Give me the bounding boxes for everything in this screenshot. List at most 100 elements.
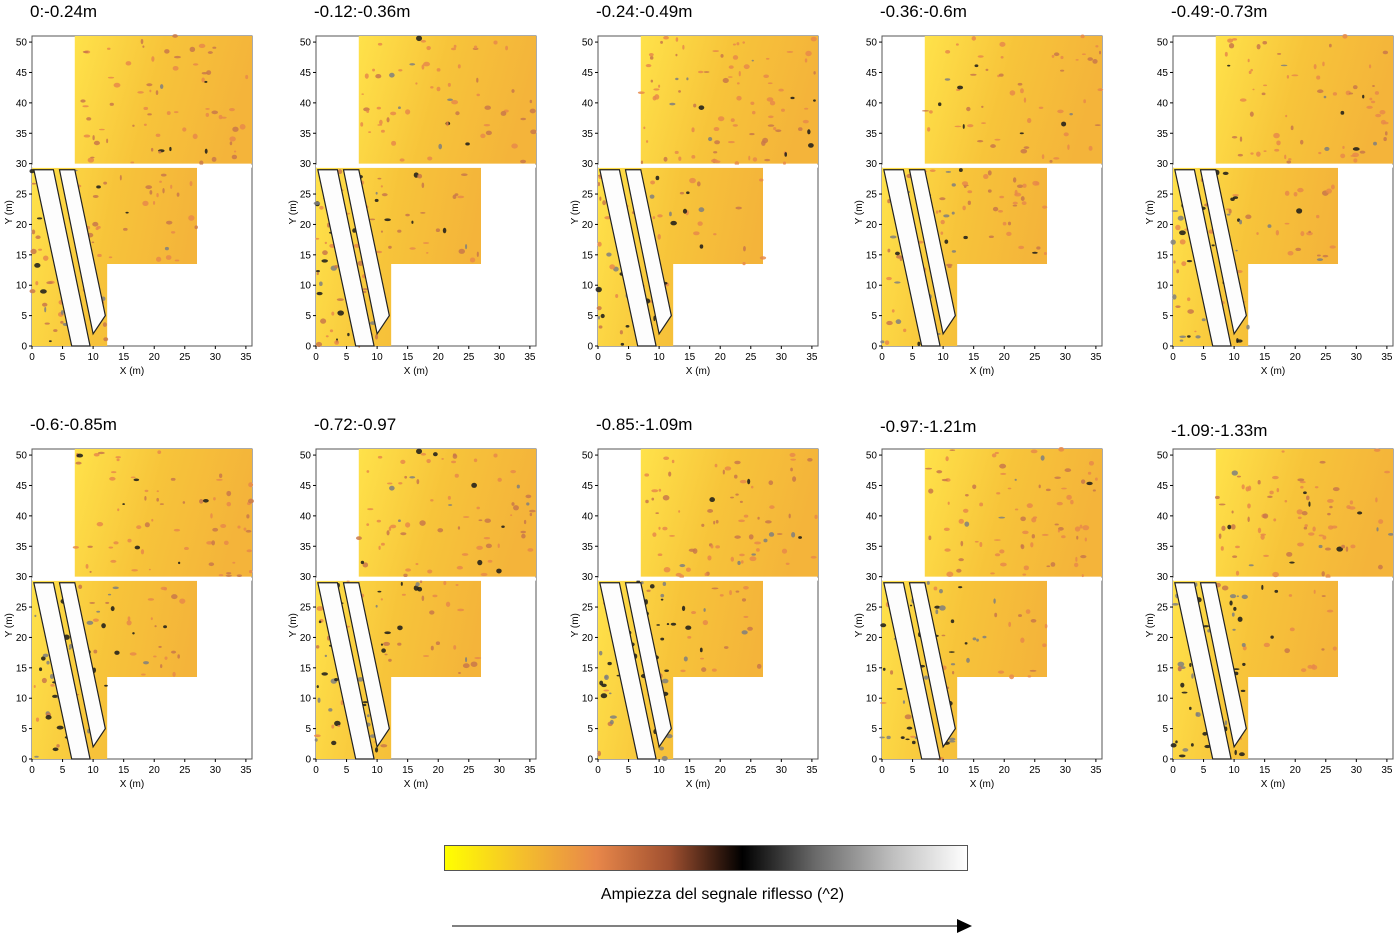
- x-tick-label: 20: [999, 765, 1011, 776]
- y-tick-label: 50: [16, 451, 28, 462]
- x-tick-label: 5: [1201, 352, 1207, 363]
- x-tick-label: 25: [745, 352, 757, 363]
- x-tick-label: 30: [494, 765, 506, 776]
- y-tick-label: 35: [582, 542, 594, 553]
- depth-slice-panel: -1.09:-1.33m 0 5 10 15 20 25 30 35 0 5 10 15 20 25 30 35…: [1145, 415, 1400, 805]
- y-tick-label: 0: [305, 755, 311, 766]
- depth-slice-panel: -0.24:-0.49m 0 5 10 15 20 25 30 35 0 5 10 15 20 25 30 35…: [570, 2, 840, 392]
- panel-title: -0.49:-0.73m: [1171, 2, 1268, 21]
- y-tick-label: 15: [1157, 663, 1169, 674]
- x-tick-label: 10: [372, 765, 384, 776]
- survey-area-upper: [358, 449, 536, 577]
- y-tick-label: 35: [1157, 129, 1169, 140]
- y-tick-label: 30: [300, 159, 312, 170]
- depth-slice-panel: -0.85:-1.09m 0 5 10 15 20 25 30 35 0 5 10 15 20 25 30 35…: [570, 415, 840, 805]
- y-tick-label: 35: [866, 542, 878, 553]
- y-tick-label: 45: [1157, 481, 1169, 492]
- x-tick-label: 25: [1029, 352, 1041, 363]
- gpr-map-plot: 0 5 10 15 20 25 30 35 0 5 10 15 20 25 30 35 40 45 50 X (m) Y…: [854, 447, 1103, 790]
- x-tick-label: 5: [60, 765, 66, 776]
- y-tick-label: 15: [16, 663, 28, 674]
- gpr-map-plot: 0 5 10 15 20 25 30 35 0 5 10 15 20 25 30 35 40 45 50 X (m) Y…: [1145, 33, 1394, 377]
- x-axis-label: X (m): [120, 366, 144, 377]
- y-tick-label: 20: [16, 220, 28, 231]
- x-tick-label: 0: [29, 765, 35, 776]
- y-tick-label: 25: [16, 190, 28, 201]
- colorbar: [444, 845, 968, 871]
- y-tick-label: 25: [300, 603, 312, 614]
- x-tick-label: 30: [1060, 765, 1072, 776]
- x-tick-label: 10: [1229, 765, 1241, 776]
- x-tick-label: 20: [715, 352, 727, 363]
- y-axis-label: Y (m): [1145, 613, 1156, 637]
- x-tick-label: 20: [1290, 352, 1302, 363]
- x-tick-label: 5: [626, 765, 632, 776]
- survey-area-upper: [640, 36, 818, 164]
- y-tick-label: 10: [866, 694, 878, 705]
- x-tick-label: 10: [88, 352, 100, 363]
- y-tick-label: 25: [1157, 603, 1169, 614]
- x-tick-label: 30: [1351, 765, 1363, 776]
- y-tick-label: 30: [866, 572, 878, 583]
- wall-anomaly: [317, 169, 375, 347]
- wall-anomaly: [342, 582, 390, 749]
- y-tick-label: 45: [866, 481, 878, 492]
- x-tick-label: 25: [179, 765, 191, 776]
- x-tick-label: 25: [1320, 765, 1332, 776]
- y-tick-label: 10: [300, 694, 312, 705]
- x-axis-label: X (m): [686, 779, 710, 790]
- x-tick-label: 5: [344, 765, 350, 776]
- x-tick-label: 0: [29, 352, 35, 363]
- x-tick-label: 10: [1229, 352, 1241, 363]
- y-tick-label: 20: [866, 220, 878, 231]
- gpr-map-plot: 0 5 10 15 20 25 30 35 0 5 10 15 20 25 30 35 40 45 50 X (m) Y…: [4, 448, 254, 790]
- y-tick-label: 20: [582, 220, 594, 231]
- gpr-map-plot: 0 5 10 15 20 25 30 35 0 5 10 15 20 25 30 35 40 45 50 X (m) Y…: [288, 35, 537, 377]
- y-tick-label: 30: [1157, 572, 1169, 583]
- y-tick-label: 15: [582, 663, 594, 674]
- wall-anomaly: [33, 169, 91, 347]
- y-tick-label: 10: [866, 281, 878, 292]
- x-tick-label: 5: [626, 352, 632, 363]
- y-tick-label: 10: [16, 694, 28, 705]
- y-tick-label: 40: [1157, 511, 1169, 522]
- x-tick-label: 30: [494, 352, 506, 363]
- y-tick-label: 45: [300, 481, 312, 492]
- gpr-map-plot: 0 5 10 15 20 25 30 35 0 5 10 15 20 25 30 35 40 45 50 X (m) Y…: [570, 35, 819, 377]
- panel-title: -0.72:-0.97: [314, 415, 397, 434]
- y-tick-label: 0: [587, 342, 593, 353]
- y-tick-label: 5: [1162, 724, 1168, 735]
- x-tick-label: 5: [1201, 765, 1207, 776]
- y-tick-label: 50: [1157, 38, 1169, 49]
- wall-anomaly: [908, 582, 956, 749]
- x-tick-label: 0: [879, 352, 885, 363]
- x-tick-label: 0: [595, 352, 601, 363]
- survey-area-upper: [74, 449, 253, 577]
- x-axis-label: X (m): [1261, 779, 1285, 790]
- x-tick-label: 5: [910, 765, 916, 776]
- y-tick-label: 40: [300, 98, 312, 109]
- wall-anomaly: [908, 169, 956, 336]
- y-tick-label: 40: [866, 511, 878, 522]
- y-tick-label: 10: [1157, 694, 1169, 705]
- wall-anomaly: [1174, 169, 1232, 347]
- y-tick-label: 5: [305, 311, 311, 322]
- x-tick-label: 35: [1381, 765, 1393, 776]
- y-tick-label: 15: [866, 250, 878, 261]
- y-axis-label: Y (m): [288, 200, 299, 224]
- x-tick-label: 25: [745, 765, 757, 776]
- x-tick-label: 25: [1320, 352, 1332, 363]
- x-tick-label: 20: [715, 765, 727, 776]
- gpr-map-plot: 0 5 10 15 20 25 30 35 0 5 10 15 20 25 30 35 40 45 50 X (m) Y…: [570, 448, 819, 790]
- x-tick-label: 25: [179, 352, 191, 363]
- y-tick-label: 50: [582, 38, 594, 49]
- x-tick-label: 35: [806, 352, 818, 363]
- y-tick-label: 40: [16, 511, 28, 522]
- x-tick-label: 0: [1170, 352, 1176, 363]
- y-tick-label: 5: [871, 724, 877, 735]
- y-axis-label: Y (m): [288, 613, 299, 637]
- x-tick-label: 20: [433, 352, 445, 363]
- y-tick-label: 10: [16, 281, 28, 292]
- x-axis-label: X (m): [970, 779, 994, 790]
- x-tick-label: 15: [402, 352, 414, 363]
